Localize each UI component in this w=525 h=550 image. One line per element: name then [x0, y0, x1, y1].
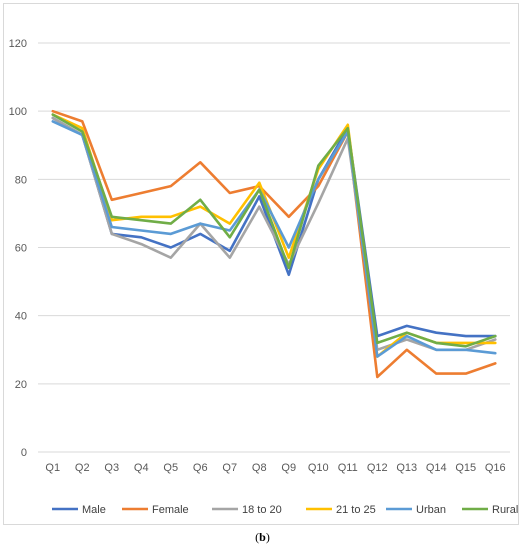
chart-frame: [3, 3, 519, 525]
legend-label: Rural: [492, 504, 518, 516]
gridlines: [38, 42, 510, 453]
y-tick-label: 100: [9, 106, 27, 118]
line-chart: 0 20 40 60 80 100 120 Q1 Q2 Q3 Q4 Q5 Q6 Q7 Q8 Q9 Q10 Q11…: [9, 38, 519, 516]
x-tick-label: Q16: [485, 462, 506, 474]
series-lines: [51, 109, 497, 379]
series-line-1: [51, 109, 497, 379]
y-tick-label: 0: [21, 447, 27, 459]
x-tick-label: Q1: [45, 462, 60, 474]
x-tick-label: Q9: [281, 462, 296, 474]
y-tick-label: 60: [15, 243, 27, 255]
figure-caption: (b): [0, 530, 525, 545]
x-tick-label: Q10: [308, 462, 329, 474]
legend-label: Male: [82, 504, 106, 516]
series-line-4: [51, 120, 497, 358]
y-tick-label: 40: [15, 311, 27, 323]
x-tick-label: Q3: [104, 462, 119, 474]
x-tick-label: Q11: [338, 462, 358, 474]
legend: Male Female 18 to 20 21 to 25 Urban Rural: [52, 504, 518, 516]
series-line-2: [51, 116, 497, 352]
caption-label: b: [259, 530, 266, 544]
x-tick-label: Q8: [252, 462, 267, 474]
caption-open: (: [255, 530, 260, 544]
x-tick-label: Q15: [455, 462, 476, 474]
y-tick-label: 80: [15, 174, 27, 186]
y-axis-tick-labels: 0 20 40 60 80 100 120: [9, 38, 27, 459]
x-tick-label: Q12: [367, 462, 388, 474]
legend-label: 18 to 20: [242, 504, 282, 516]
x-tick-label: Q6: [193, 462, 208, 474]
x-tick-label: Q13: [396, 462, 417, 474]
x-tick-label: Q14: [426, 462, 447, 474]
y-tick-label: 120: [9, 38, 27, 50]
x-tick-label: Q4: [134, 462, 149, 474]
y-tick-label: 20: [15, 379, 27, 391]
series-line-5: [51, 113, 497, 348]
legend-label: Urban: [416, 504, 446, 516]
x-tick-label: Q2: [75, 462, 90, 474]
x-tick-label: Q7: [222, 462, 237, 474]
caption-close: ): [265, 530, 270, 544]
x-axis-tick-labels: Q1 Q2 Q3 Q4 Q5 Q6 Q7 Q8 Q9 Q10 Q11 Q12 Q13 Q14 Q15 Q16: [45, 462, 505, 474]
x-tick-label: Q5: [163, 462, 178, 474]
legend-label: Female: [152, 504, 189, 516]
legend-label: 21 to 25: [336, 504, 376, 516]
